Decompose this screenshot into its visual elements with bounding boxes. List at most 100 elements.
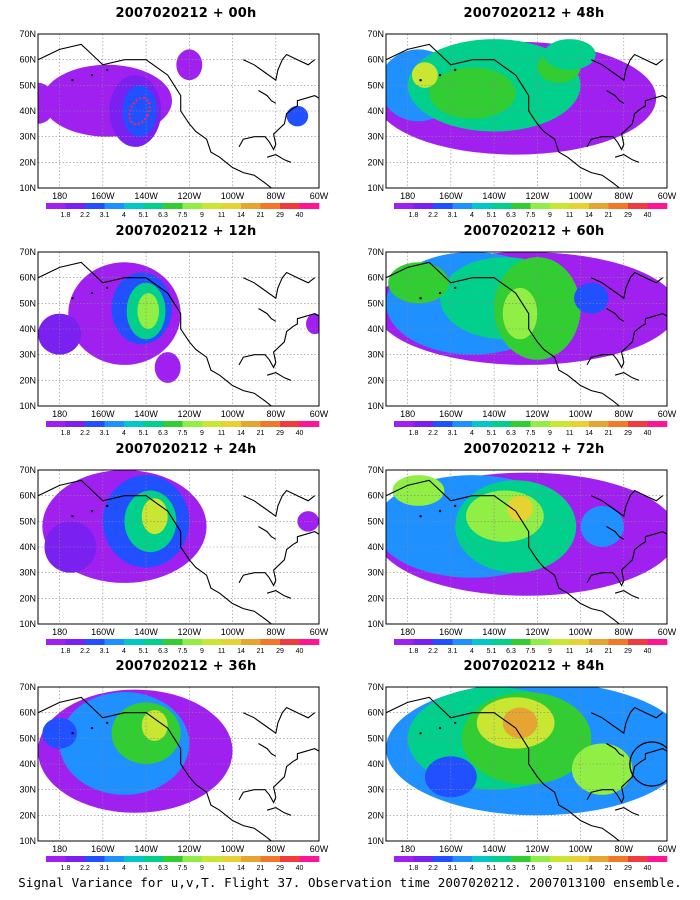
colorbar-label: 1.8 bbox=[61, 648, 71, 655]
lon-tick-label: 160W bbox=[91, 191, 115, 201]
colorbar-swatch bbox=[647, 421, 668, 427]
colorbar-label: 2.2 bbox=[428, 212, 438, 219]
coastline bbox=[586, 95, 667, 151]
colorbar-label: 11 bbox=[218, 212, 225, 219]
colorbar-label: 7.5 bbox=[526, 865, 536, 872]
colorbar-label: 29 bbox=[624, 212, 632, 219]
colorbar-label: 6.3 bbox=[506, 430, 516, 437]
lat-tick-label: 20N bbox=[367, 593, 384, 603]
colorbar-label: 11 bbox=[218, 430, 225, 437]
colorbar-label: 3.1 bbox=[448, 212, 458, 219]
coastline bbox=[238, 313, 319, 369]
colorbar-swatch bbox=[65, 639, 86, 645]
lat-tick-label: 50N bbox=[367, 298, 384, 308]
coastline bbox=[606, 90, 625, 104]
colorbar-label: 9 bbox=[200, 430, 204, 437]
coastline bbox=[386, 261, 620, 406]
colorbar-label: 29 bbox=[276, 430, 284, 437]
colorbar-label: 5.1 bbox=[139, 648, 149, 655]
lon-tick-label: 140W bbox=[134, 844, 158, 854]
forecast-panel: 2007020212 + 12h 70N 60N 50N 40N 30N 20N 10N 180… bbox=[19, 222, 336, 437]
colorbar-label: 4 bbox=[122, 430, 126, 437]
colorbar-swatch bbox=[647, 856, 668, 862]
colorbar-swatch bbox=[104, 639, 125, 645]
coastline bbox=[38, 696, 272, 841]
lon-tick-label: 120W bbox=[526, 844, 550, 854]
lon-tick-label: 60W bbox=[310, 409, 329, 419]
colorbar-label: 4 bbox=[470, 430, 474, 437]
coastline bbox=[606, 308, 625, 322]
lon-tick-label: 100W bbox=[569, 627, 593, 637]
colorbar-label: 7.5 bbox=[526, 430, 536, 437]
colorbar-swatch bbox=[299, 639, 320, 645]
lat-tick-label: 40N bbox=[19, 542, 36, 552]
figure-caption: Signal Variance for u,v,T. Flight 37. Ob… bbox=[18, 875, 682, 890]
lat-tick-label: 10N bbox=[19, 183, 36, 193]
colorbar-label: 1.8 bbox=[61, 865, 71, 872]
forecast-panel: 2007020212 + 24h 70N 60N 50N 40N 30N 20N 10N 180… bbox=[19, 440, 336, 655]
coastline bbox=[614, 372, 640, 381]
coastline bbox=[586, 748, 667, 804]
colorbar-swatch bbox=[511, 203, 531, 209]
colorbar-swatch bbox=[550, 421, 570, 427]
colorbar-swatch bbox=[394, 421, 414, 427]
colorbar-label: 7.5 bbox=[178, 648, 188, 655]
colorbar-swatch bbox=[182, 856, 203, 862]
highlight-circle bbox=[629, 741, 667, 787]
colorbar-swatch bbox=[550, 639, 570, 645]
lon-tick-label: 80W bbox=[267, 409, 286, 419]
colorbar-label: 2.2 bbox=[80, 430, 90, 437]
colorbar: 1.8 2.2 3.1 4 5.1 6.3 7.5 9 11 14 21 29 40 bbox=[46, 639, 320, 655]
colorbar-label: 1.8 bbox=[409, 430, 419, 437]
colorbar-label: 6.3 bbox=[506, 865, 516, 872]
colorbar-swatch bbox=[589, 856, 609, 862]
colorbar-label: 29 bbox=[276, 212, 284, 219]
colorbar-label: 21 bbox=[257, 865, 265, 872]
lon-tick-label: 80W bbox=[615, 409, 634, 419]
colorbar-label: 40 bbox=[644, 430, 652, 437]
contour-region bbox=[38, 313, 82, 355]
coastline bbox=[614, 807, 640, 816]
contour-region bbox=[574, 282, 609, 314]
variance-field bbox=[38, 687, 319, 841]
colorbar-swatch bbox=[491, 639, 512, 645]
lat-tick-label: 10N bbox=[367, 401, 384, 411]
lon-tick-label: 180 bbox=[52, 627, 67, 637]
lon-tick-label: 180 bbox=[400, 627, 415, 637]
colorbar-label: 1.8 bbox=[61, 212, 71, 219]
colorbar-swatch bbox=[202, 421, 222, 427]
colorbar-label: 9 bbox=[200, 212, 204, 219]
coastline bbox=[586, 531, 667, 587]
lat-tick-label: 20N bbox=[367, 375, 384, 385]
colorbar-label: 3.1 bbox=[100, 430, 110, 437]
colorbar-swatch bbox=[491, 856, 512, 862]
colorbar-swatch bbox=[628, 203, 648, 209]
colorbar-label: 5.1 bbox=[139, 865, 149, 872]
colorbar-swatch bbox=[413, 639, 434, 645]
colorbar-label: 1.8 bbox=[409, 648, 419, 655]
lon-tick-label: 160W bbox=[91, 844, 115, 854]
colorbar-label: 29 bbox=[624, 430, 632, 437]
lat-tick-label: 50N bbox=[367, 733, 384, 743]
colorbar-label: 4 bbox=[470, 648, 474, 655]
forecast-panel: 2007020212 + 48h 70N 60N 50N 40N 30N 20N 10N 180… bbox=[367, 4, 684, 219]
colorbar-swatch bbox=[550, 856, 570, 862]
colorbar-swatch bbox=[413, 421, 434, 427]
coastline bbox=[243, 271, 316, 300]
lat-tick-label: 60N bbox=[367, 55, 384, 65]
colorbar-swatch bbox=[413, 203, 434, 209]
colorbar-swatch bbox=[608, 203, 629, 209]
colorbar-swatch bbox=[413, 856, 434, 862]
colorbar-swatch bbox=[202, 856, 222, 862]
lat-tick-label: 60N bbox=[19, 273, 36, 283]
contour-region bbox=[137, 293, 160, 329]
colorbar-label: 21 bbox=[605, 865, 613, 872]
colorbar-swatch bbox=[280, 421, 300, 427]
lon-tick-label: 80W bbox=[267, 844, 286, 854]
colorbar-swatch bbox=[472, 203, 492, 209]
contour-region bbox=[502, 287, 538, 340]
lon-tick-label: 80W bbox=[267, 627, 286, 637]
colorbar-swatch bbox=[299, 856, 320, 862]
colorbar-swatch bbox=[85, 421, 105, 427]
lat-tick-label: 50N bbox=[367, 516, 384, 526]
